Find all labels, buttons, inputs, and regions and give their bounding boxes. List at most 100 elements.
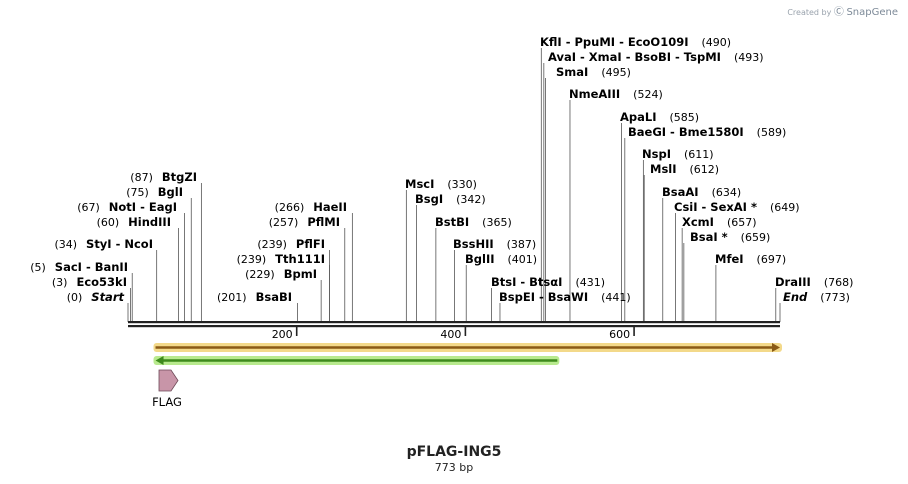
site-position: (229) <box>245 268 275 281</box>
dna-backbone <box>128 321 780 328</box>
site-position: (524) <box>633 88 663 101</box>
site-label: ApaLI (585) <box>620 110 699 124</box>
site-position: (342) <box>456 193 486 206</box>
site-label: (75) BglI <box>126 185 183 199</box>
site-label: KflI - PpuMI - EcoO109I (490) <box>540 35 731 49</box>
ruler: 200 400 600 <box>272 327 635 341</box>
site-position: (634) <box>712 186 742 199</box>
site-position: (697) <box>757 253 787 266</box>
site-label: End (773) <box>783 290 850 304</box>
site-label: BsgI (342) <box>415 192 486 206</box>
green-arrow-head-icon <box>155 356 164 365</box>
site-position: (768) <box>824 276 854 289</box>
site-label: DraIII (768) <box>775 275 853 289</box>
site-label: MscI (330) <box>405 177 477 191</box>
enzyme-name: NotI - EagI <box>109 200 177 214</box>
flag-feature-icon <box>158 369 179 392</box>
site-label: BglII (401) <box>465 252 537 266</box>
site-position: (60) <box>97 216 120 229</box>
site-label: MfeI (697) <box>715 252 786 266</box>
enzyme-name: BssHII <box>453 237 494 251</box>
enzyme-name: NspI <box>642 147 671 161</box>
enzyme-name: ApaLI <box>620 110 657 124</box>
site-label: (3) Eco53kI <box>52 275 127 289</box>
enzyme-name: KflI - PpuMI - EcoO109I <box>540 35 688 49</box>
enzyme-name: Eco53kI <box>76 275 127 289</box>
site-label: CsiI - SexAI * (649) <box>674 200 800 214</box>
site-position: (649) <box>770 201 800 214</box>
enzyme-name: BglI <box>158 185 183 199</box>
enzyme-name: BsaI * <box>690 230 728 244</box>
site-position: (365) <box>482 216 512 229</box>
site-position: (330) <box>447 178 477 191</box>
backbone-bottom-strand <box>128 325 780 328</box>
enzyme-name: SacI - BanII <box>55 260 128 274</box>
site-position: (773) <box>820 291 850 304</box>
enzyme-name: BstBI <box>435 215 469 229</box>
site-position: (401) <box>508 253 538 266</box>
site-position: (490) <box>701 36 731 49</box>
site-position: (34) <box>54 238 77 251</box>
site-label: (0) Start <box>67 290 125 304</box>
site-label: BaeGI - Bme1580I (589) <box>628 125 786 139</box>
enzyme-name: XcmI <box>682 215 714 229</box>
site-position: (612) <box>690 163 720 176</box>
enzyme-name: PflFI <box>296 237 325 251</box>
site-position: (239) <box>237 253 267 266</box>
enzyme-name: BglII <box>465 252 495 266</box>
enzyme-name: PflMI <box>307 215 340 229</box>
enzyme-name: BsgI <box>415 192 443 206</box>
orange-arrow-head-icon <box>772 343 780 352</box>
site-label: (34) StyI - NcoI <box>54 237 153 251</box>
site-label: (239) Tth111I <box>237 252 325 266</box>
site-position: (75) <box>126 186 149 199</box>
site-position: (201) <box>217 291 247 304</box>
site-position: (431) <box>575 276 605 289</box>
site-position: (266) <box>275 201 305 214</box>
enzyme-name: SmaI <box>556 65 588 79</box>
brand-name: SnapGene <box>846 7 898 18</box>
ruler-tick-label: 200 <box>272 328 293 341</box>
enzyme-name: BtgZI <box>162 170 197 184</box>
features: FLAG <box>152 343 782 409</box>
site-label: MslI (612) <box>650 162 719 176</box>
site-position: (87) <box>130 171 153 184</box>
enzyme-name: BspEI - BsaWI <box>499 290 588 304</box>
site-position: (5) <box>30 261 46 274</box>
site-position: (659) <box>741 231 771 244</box>
site-label: BtsI - BtsαI (431) <box>491 275 605 289</box>
site-position: (657) <box>727 216 757 229</box>
enzyme-name: BaeGI - Bme1580I <box>628 125 744 139</box>
cut-site-labels: (0) Start (3) Eco53kI (5) SacI - BanII (34) Sty… <box>30 35 853 304</box>
site-label: XcmI (657) <box>682 215 757 229</box>
site-position: (67) <box>77 201 100 214</box>
enzyme-name: BpmI <box>284 267 317 281</box>
site-label: (266) HaeII <box>275 200 347 214</box>
enzyme-name: Tth111I <box>275 252 325 266</box>
site-label: BstBI (365) <box>435 215 512 229</box>
site-label: NmeAIII (524) <box>569 87 663 101</box>
site-label: (239) PflFI <box>257 237 325 251</box>
enzyme-name: MfeI <box>715 252 744 266</box>
enzyme-name: Start <box>91 290 124 304</box>
site-label: AvaI - XmaI - BsoBI - TspMI (493) <box>548 50 764 64</box>
site-label: BsaI * (659) <box>690 230 770 244</box>
enzyme-name: NmeAIII <box>569 87 620 101</box>
enzyme-name: MscI <box>405 177 434 191</box>
site-position: (495) <box>601 66 631 79</box>
site-position: (585) <box>670 111 700 124</box>
ruler-tick-label: 600 <box>609 328 630 341</box>
flag-label: FLAG <box>152 395 182 409</box>
site-position: (3) <box>52 276 68 289</box>
enzyme-name: StyI - NcoI <box>86 237 153 251</box>
enzyme-name: HindIII <box>128 215 171 229</box>
site-label: (229) BpmI <box>245 267 317 281</box>
backbone-top-strand <box>128 321 780 324</box>
site-position: (441) <box>601 291 631 304</box>
site-label: (201) BsaBI <box>217 290 292 304</box>
site-label: (87) BtgZI <box>130 170 197 184</box>
site-label: BsaAI (634) <box>662 185 741 199</box>
site-label: (67) NotI - EagI <box>77 200 177 214</box>
snapgene-logo-icon: Ⓒ <box>833 7 844 18</box>
